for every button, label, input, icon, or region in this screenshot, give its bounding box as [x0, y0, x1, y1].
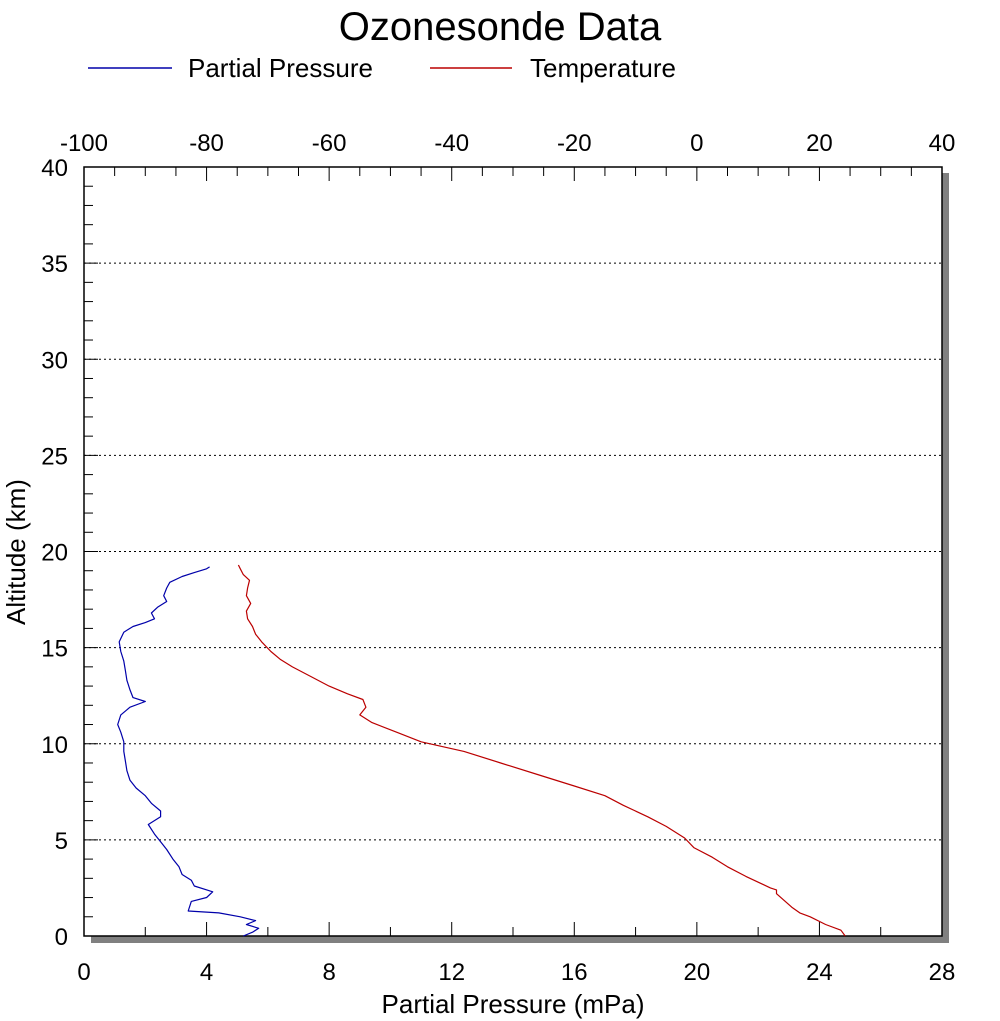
x-tick-label-24: 24: [806, 959, 833, 986]
y-tick-label-20: 20: [41, 540, 68, 567]
x-tick-label-4: 4: [200, 959, 213, 986]
x-tick-label-0: 0: [77, 959, 90, 986]
plot-shadow-bottom: [91, 934, 947, 943]
axis-ticks: 0 5 10 15 20 25 30 35 40 0 4 8 12 16 20 24 28 -100 -80 -60 -…: [41, 130, 955, 986]
x-tick-label-12: 12: [438, 959, 465, 986]
x-tick-label-20: 20: [684, 959, 711, 986]
series-line-temperature: [237, 564, 846, 937]
plot-area: [83, 166, 943, 937]
legend-label-temperature: Temperature: [530, 53, 676, 83]
y-axis-label: Altitude (km): [1, 479, 31, 625]
legend-label-partial-pressure: Partial Pressure: [188, 53, 373, 83]
gridlines: [84, 262, 942, 841]
series-line-partial-pressure: [117, 566, 260, 937]
chart-title: Ozonesonde Data: [339, 5, 662, 49]
x2-tick-label--40: -40: [434, 130, 469, 157]
x2-tick-label--60: -60: [312, 130, 347, 157]
x2-tick-label-40: 40: [929, 130, 956, 157]
legend: Partial Pressure Temperature: [88, 53, 676, 83]
plot-shadow-right: [941, 173, 949, 943]
x2-tick-label-20: 20: [806, 130, 833, 157]
y-tick-label-15: 15: [41, 636, 68, 663]
y-tick-label-10: 10: [41, 732, 68, 759]
series-lines: [117, 564, 846, 937]
x-tick-label-16: 16: [561, 959, 588, 986]
x2-tick-label--20: -20: [557, 130, 592, 157]
x2-tick-label--100: -100: [60, 130, 108, 157]
x-tick-label-8: 8: [322, 959, 335, 986]
x-tick-label-28: 28: [929, 959, 956, 986]
x2-tick-label--80: -80: [189, 130, 224, 157]
y-tick-label-40: 40: [41, 155, 68, 182]
x2-tick-label-0: 0: [690, 130, 703, 157]
y-tick-label-30: 30: [41, 347, 68, 374]
y-tick-label-5: 5: [55, 828, 68, 855]
y-tick-label-25: 25: [41, 443, 68, 470]
x-axis-label: Partial Pressure (mPa): [382, 989, 645, 1019]
y-tick-label-35: 35: [41, 251, 68, 278]
y-tick-label-0: 0: [55, 924, 68, 951]
